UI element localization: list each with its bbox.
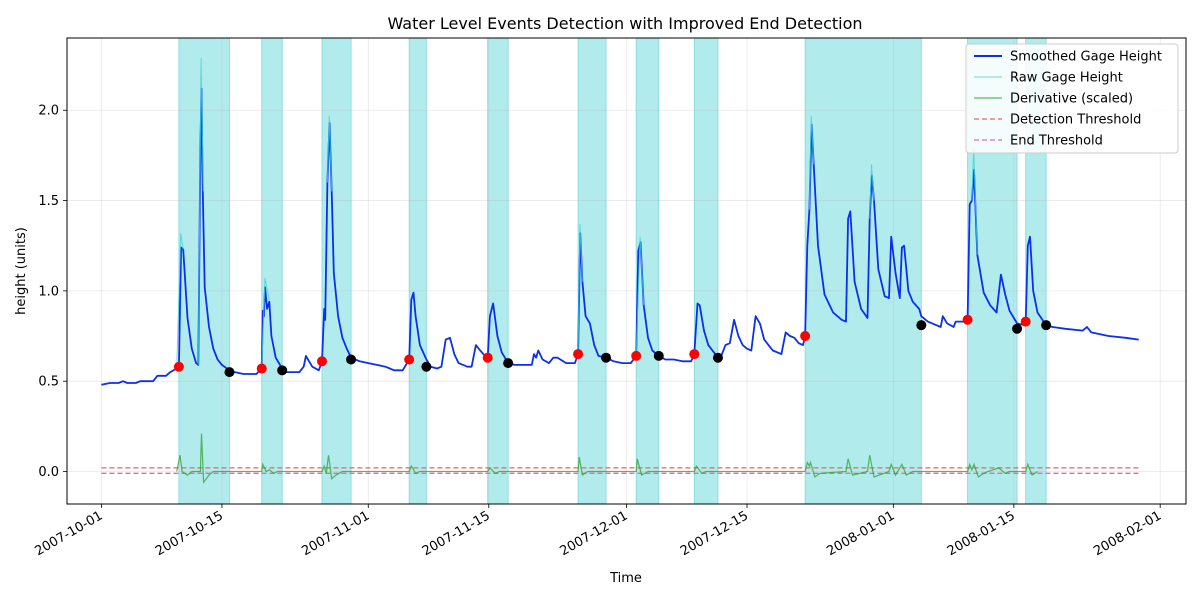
x-axis-label: Time [609, 571, 642, 586]
event-start-marker [173, 361, 184, 372]
y-tick-label: 0.0 [38, 465, 59, 480]
legend-label-derivative: Derivative (scaled) [1010, 92, 1133, 107]
event-end-marker [1041, 320, 1052, 331]
raw-gage-line [869, 164, 875, 219]
raw-gage-line [577, 223, 583, 355]
event-end-marker [653, 350, 664, 361]
y-tick-label: 1.0 [38, 284, 59, 299]
legend: Smoothed Gage Height Raw Gage Height Deriv… [965, 43, 1179, 154]
event-start-marker [573, 349, 584, 360]
legend-label-raw: Raw Gage Height [1010, 71, 1123, 86]
x-gridlines [101, 38, 1161, 504]
x-tick-label: 2007-12-01 [558, 508, 631, 559]
event-end-marker [421, 361, 432, 372]
legend-box [965, 43, 1179, 154]
event-end-marker [224, 367, 235, 378]
event-start-marker [800, 331, 811, 342]
event-start-marker [1020, 316, 1031, 327]
event-start-marker [404, 354, 415, 365]
event-end-marker [503, 358, 514, 369]
event-end-marker [601, 352, 612, 363]
y-axis-label: height (units) [14, 227, 29, 315]
x-tick-label: 2007-11-01 [299, 508, 372, 559]
legend-label-end: End Threshold [1010, 134, 1103, 149]
x-tick-label: 2008-01-01 [824, 508, 897, 559]
series-lines [101, 57, 1139, 485]
legend-label-detection: Detection Threshold [1010, 113, 1141, 128]
x-tick-label: 2007-10-01 [32, 508, 105, 559]
event-spans [178, 38, 1047, 504]
raw-gage-line [261, 278, 270, 369]
legend-label-smoothed: Smoothed Gage Height [1010, 50, 1162, 65]
raw-gage-line [326, 115, 333, 192]
event-span [635, 38, 660, 504]
event-start-marker [317, 356, 328, 367]
event-start-marker [256, 363, 267, 374]
chart-title: Water Level Events Detection with Improv… [387, 14, 862, 33]
x-tick-label: 2007-11-15 [420, 508, 493, 559]
x-axis-ticks: 2007-10-01 2007-10-15 2007-11-01 2007-11-15… [32, 504, 1164, 559]
raw-gage-line [808, 115, 815, 210]
derivative-line [176, 433, 1038, 485]
x-tick-label: 2007-10-15 [153, 508, 226, 559]
event-span [804, 38, 922, 504]
event-start-marker [962, 314, 973, 325]
smoothed-gage-line [101, 87, 1139, 386]
event-markers [173, 314, 1052, 378]
event-span [693, 38, 719, 504]
event-end-marker [916, 320, 927, 331]
event-start-marker [631, 350, 642, 361]
event-end-marker [712, 352, 723, 363]
event-end-marker [277, 365, 288, 376]
event-end-marker [1012, 323, 1023, 334]
x-tick-label: 2007-12-15 [678, 508, 751, 559]
y-tick-label: 2.0 [38, 104, 59, 119]
y-axis-ticks: 0.0 0.5 1.0 1.5 2.0 [38, 104, 67, 480]
raw-gage-line [197, 57, 204, 365]
x-tick-label: 2008-01-15 [945, 508, 1018, 559]
y-tick-label: 0.5 [38, 375, 59, 390]
event-start-marker [482, 352, 493, 363]
event-span [261, 38, 283, 504]
event-span [487, 38, 509, 504]
raw-gage-line [176, 233, 184, 369]
event-start-marker [689, 349, 700, 360]
raw-gage-line [635, 236, 645, 356]
y-tick-label: 1.5 [38, 194, 59, 209]
event-end-marker [346, 354, 357, 365]
event-span [1025, 38, 1047, 504]
x-tick-label: 2008-02-01 [1091, 508, 1164, 559]
event-span [408, 38, 427, 504]
